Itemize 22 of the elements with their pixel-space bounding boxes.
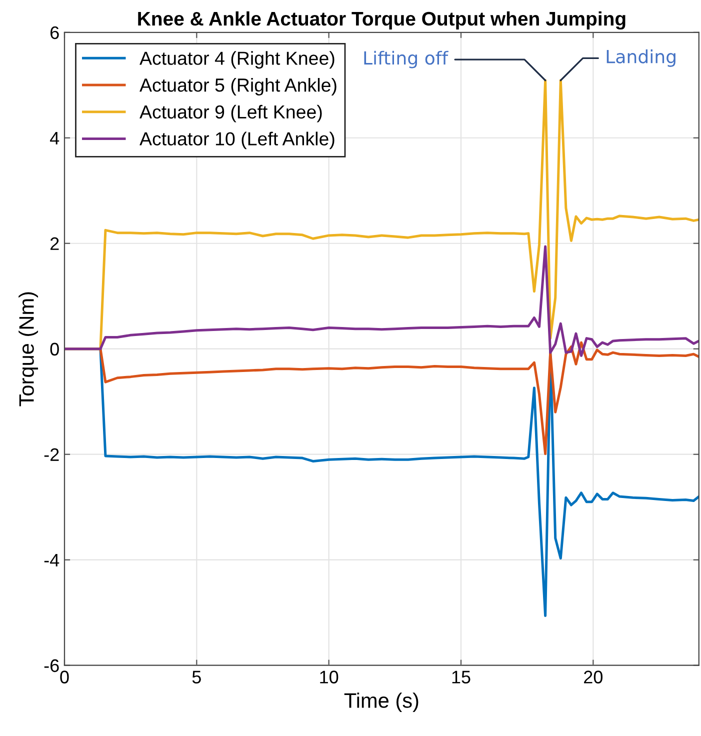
x-tick-label: 0 [60,670,69,684]
y-tick-label: 2 [50,237,59,250]
y-tick-label: 4 [50,132,60,144]
annotation: Landing [606,49,676,67]
y-tick-label: -6 [44,659,59,672]
x-tick-label: 20 [584,670,602,684]
line-series [64,245,699,357]
legend-label: Actuator 5 (Right Ankle) [140,78,336,96]
y-axis-title: Torque (Nm) [18,292,38,406]
y-tick-label: -4 [44,554,60,566]
y-tick-label: -2 [44,448,59,461]
legend-label: Actuator 10 (Left Ankle) [140,132,334,150]
legend-label: Actuator 9 (Left Knee) [140,104,322,122]
annotation: Lifting off [364,50,448,68]
legend-label: Actuator 4 (Right Knee) [140,51,334,69]
x-tick-label: 10 [320,670,338,684]
y-tick-label: 0 [50,342,59,356]
x-tick-label: 5 [192,670,201,684]
chart-title: Knee & Ankle Actuator Torque Output when Jumping [138,11,626,30]
x-tick-label: 15 [452,670,470,684]
x-axis-title: Time (s) [344,692,418,712]
y-tick-label: 6 [50,26,59,40]
